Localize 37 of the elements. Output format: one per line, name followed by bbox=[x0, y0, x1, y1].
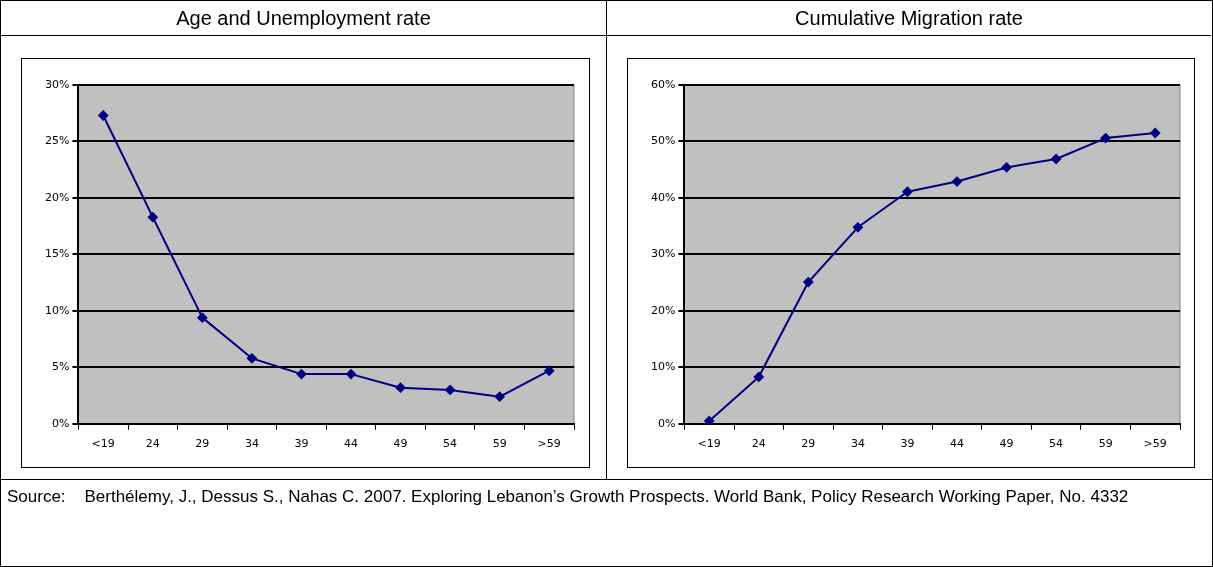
y-tick-label: 40% bbox=[651, 190, 676, 204]
x-tick-label: 54 bbox=[1049, 437, 1064, 451]
x-tick-label: 24 bbox=[145, 437, 160, 451]
x-tick-label: 39 bbox=[294, 437, 309, 451]
x-tick-label: 29 bbox=[195, 437, 210, 451]
chart-title: Age and Unemployment rate bbox=[1, 1, 606, 36]
y-tick-label: 30% bbox=[45, 77, 70, 91]
y-tick-label: 20% bbox=[45, 190, 70, 204]
x-tick-label: 59 bbox=[492, 437, 507, 451]
y-tick-label: 5% bbox=[52, 360, 70, 374]
x-tick-label: <19 bbox=[91, 437, 115, 451]
y-tick-label: 60% bbox=[651, 77, 676, 91]
y-tick-label: 20% bbox=[651, 303, 676, 317]
y-tick-label: 15% bbox=[45, 247, 70, 261]
y-tick-label: 50% bbox=[651, 134, 676, 148]
x-tick-label: <19 bbox=[697, 437, 721, 451]
y-tick-label: 10% bbox=[651, 360, 676, 374]
y-tick-label: 30% bbox=[651, 247, 676, 261]
x-tick-label: 44 bbox=[950, 437, 964, 451]
x-tick-label: 54 bbox=[443, 437, 458, 451]
x-tick-label: 39 bbox=[900, 437, 915, 451]
x-tick-label: 59 bbox=[1098, 437, 1113, 451]
x-tick-label: 44 bbox=[344, 437, 358, 451]
x-tick-label: 49 bbox=[999, 437, 1014, 451]
x-tick-label: 34 bbox=[244, 437, 259, 451]
chart-title: Cumulative Migration rate bbox=[607, 1, 1211, 36]
x-tick-label: 34 bbox=[850, 437, 865, 451]
x-tick-label: 49 bbox=[393, 437, 408, 451]
source-note: Source: Berthélemy, J., Dessus S., Nahas C. 2007. Exploring Lebanon’s Growth Prospects. World Bank, Policy Research Working Paper, No. 4332 bbox=[7, 486, 1130, 508]
y-tick-label: 0% bbox=[52, 416, 70, 430]
x-tick-label: >59 bbox=[1143, 437, 1167, 451]
y-tick-label: 10% bbox=[45, 303, 70, 317]
x-tick-label: 29 bbox=[801, 437, 816, 451]
x-tick-label: >59 bbox=[537, 437, 561, 451]
y-tick-label: 0% bbox=[658, 416, 676, 430]
x-tick-label: 24 bbox=[751, 437, 766, 451]
y-tick-label: 25% bbox=[45, 134, 70, 148]
